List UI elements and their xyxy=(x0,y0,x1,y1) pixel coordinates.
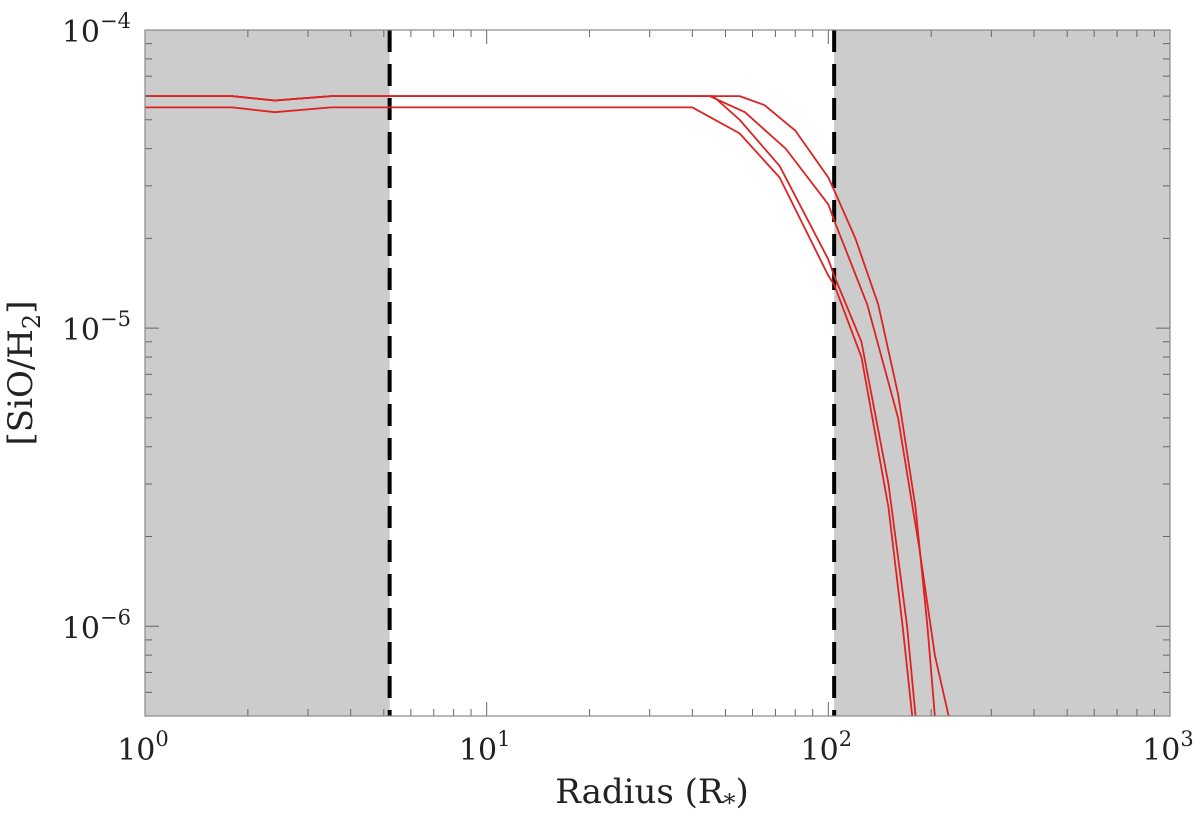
abundance-curve xyxy=(145,106,914,716)
y-tick-label: 10−4 xyxy=(62,9,131,50)
x-tick-label: 102 xyxy=(801,727,853,768)
y-tick-label: 10−6 xyxy=(62,605,131,646)
abundance-curves xyxy=(145,95,950,716)
x-axis-label: Radius (R*) xyxy=(555,772,749,817)
x-tick-label: 101 xyxy=(459,727,511,768)
tick-labels: 100 101 102 103 10−6 10−5 10−4 xyxy=(62,9,1194,768)
boundary-lines xyxy=(387,30,837,716)
abundance-curve xyxy=(145,95,917,716)
x-tick-label: 103 xyxy=(1142,727,1194,768)
shaded-region xyxy=(834,30,1170,716)
y-axis-label: [SiO/H2] xyxy=(1,301,46,446)
y-tick-label: 10−5 xyxy=(62,307,131,348)
shaded-regions xyxy=(145,30,1170,716)
x-tick-label: 100 xyxy=(117,727,169,768)
axis-ticks xyxy=(144,29,1170,717)
plot-frame xyxy=(144,29,1171,717)
shaded-region xyxy=(145,30,390,716)
